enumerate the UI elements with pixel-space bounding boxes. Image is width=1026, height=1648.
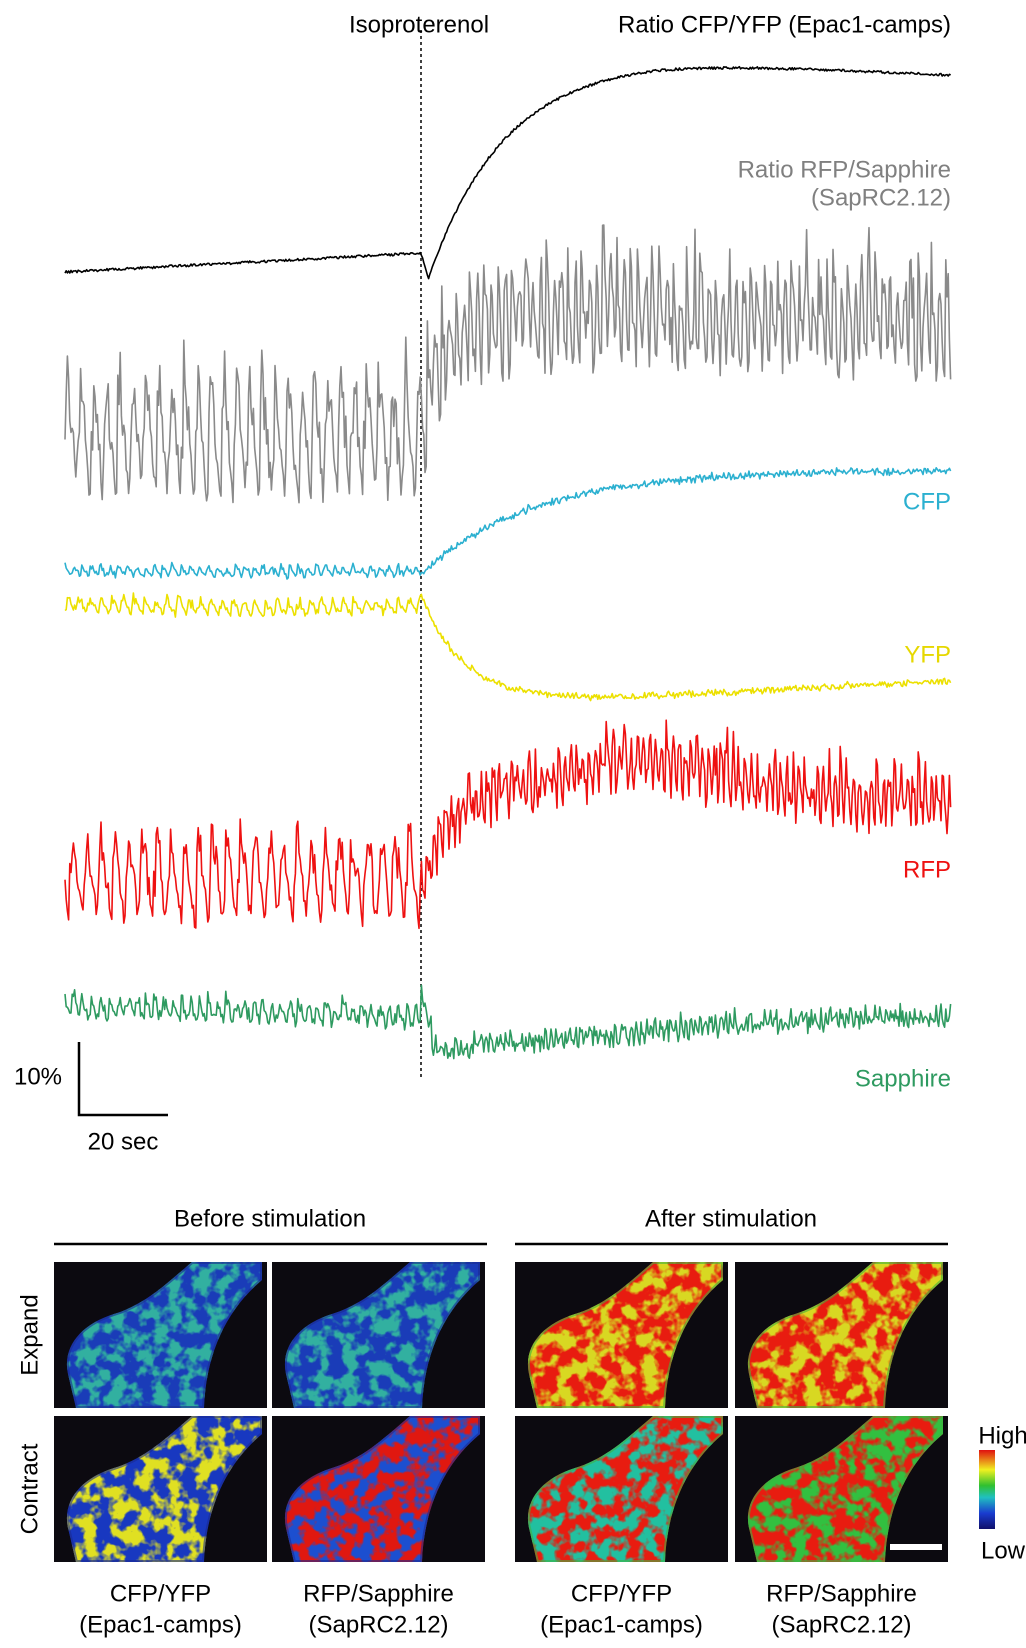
scale-label: 10% [14,1063,62,1090]
colorbar-label: High [978,1422,1026,1449]
colorbar-label: Low [981,1537,1026,1564]
trace [64,592,952,702]
trace-label: CFP [903,488,951,515]
column-label: RFP/Sapphire [303,1580,454,1607]
image-panel [515,1416,728,1562]
image-panel [54,1262,267,1408]
image-panel [515,1262,728,1408]
scale-bar [77,1042,168,1117]
trace [64,467,952,580]
column-label: (Epac1-camps) [79,1611,242,1638]
column-label: CFP/YFP [571,1580,672,1607]
group-title: After stimulation [645,1205,817,1232]
trace-label: YFP [904,641,951,668]
image-panel [735,1416,948,1562]
trace-label: Ratio CFP/YFP (Epac1-camps) [618,11,951,38]
trace [64,719,952,930]
image-panels [54,1262,948,1562]
image-panel [272,1416,485,1562]
colorbar [979,1450,995,1529]
traces [64,65,952,1060]
trace-label: (SapRC2.12) [811,184,951,211]
trace-label: RFP [903,856,951,883]
trace [64,224,952,504]
image-panel [735,1262,948,1408]
trace-label: Ratio RFP/Sapphire [738,156,951,183]
trace [64,984,952,1060]
column-label: RFP/Sapphire [766,1580,917,1607]
column-label: (Epac1-camps) [540,1611,703,1638]
image-panel [272,1262,485,1408]
trace-label: Sapphire [855,1065,951,1092]
column-label: CFP/YFP [110,1580,211,1607]
column-label: (SapRC2.12) [771,1611,911,1638]
scale-label: 20 sec [88,1128,159,1155]
group-title: Before stimulation [174,1205,366,1232]
row-label: Expand [16,1294,43,1375]
row-label: Contract [16,1443,43,1534]
marker-label: Isoproterenol [349,11,489,38]
image-panel [54,1416,267,1562]
scale-bar [890,1544,942,1550]
trace [64,65,952,280]
column-label: (SapRC2.12) [308,1611,448,1638]
